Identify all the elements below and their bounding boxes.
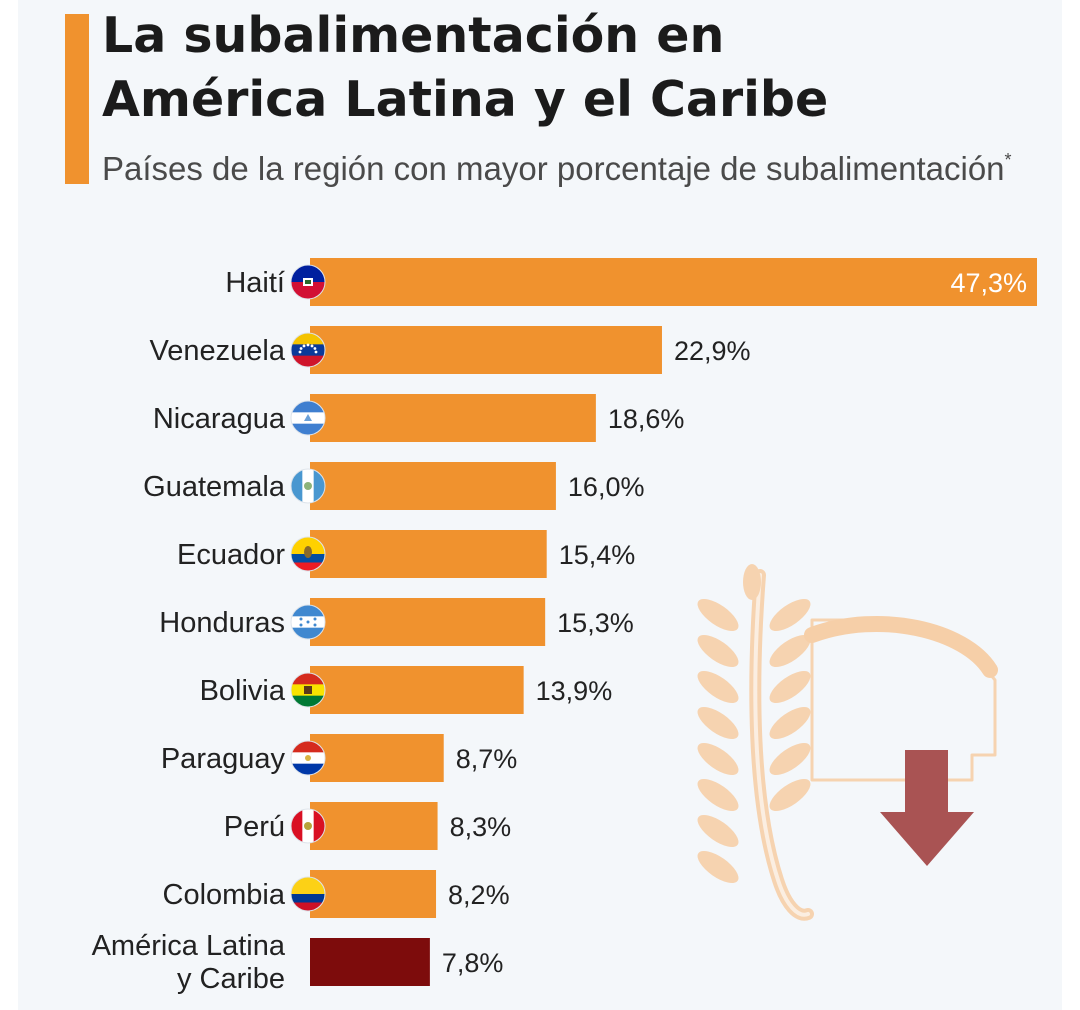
wheat-grain bbox=[769, 598, 811, 632]
value-label: 8,3% bbox=[450, 812, 512, 842]
category-label: Venezuela bbox=[150, 335, 286, 367]
bar bbox=[310, 462, 556, 510]
wheat-grain bbox=[697, 850, 739, 884]
wheat-grain bbox=[743, 564, 761, 600]
bar bbox=[310, 598, 546, 646]
flag-icon bbox=[290, 808, 326, 844]
bread-crust bbox=[804, 616, 998, 678]
category-label: Perú bbox=[224, 811, 285, 843]
chart-subtitle: Países de la región con mayor porcentaje… bbox=[102, 150, 1012, 188]
flag-icon bbox=[290, 468, 326, 504]
wheat-grain bbox=[769, 742, 811, 776]
bar-row: Nicaragua 18,6% bbox=[153, 394, 685, 442]
flag-icon bbox=[290, 264, 326, 300]
category-label: Colombia bbox=[163, 879, 286, 911]
bar bbox=[310, 530, 547, 578]
bar-row: Ecuador 15,4% bbox=[177, 530, 635, 578]
category-label: Ecuador bbox=[177, 539, 285, 571]
chart-title: La subalimentación en América Latina y e… bbox=[102, 4, 828, 132]
down-arrow-icon bbox=[880, 750, 974, 866]
wheat-grain bbox=[769, 778, 811, 812]
wheat-grain bbox=[697, 706, 739, 740]
bar bbox=[310, 258, 1037, 306]
value-label: 7,8% bbox=[442, 948, 504, 978]
category-label: Nicaragua bbox=[153, 403, 286, 435]
wheat-stem-highlight bbox=[753, 573, 810, 917]
flag-icon bbox=[290, 604, 326, 640]
flag-icon bbox=[290, 332, 326, 368]
value-label: 22,9% bbox=[674, 336, 751, 366]
chart-title-line-2: América Latina y el Caribe bbox=[102, 71, 829, 128]
category-label: Haití bbox=[225, 267, 285, 299]
flag-icon bbox=[290, 740, 326, 776]
wheat-grain bbox=[697, 670, 739, 704]
wheat-grain bbox=[769, 706, 811, 740]
bar-row: Bolivia 13,9% bbox=[200, 666, 613, 714]
chart-title-line-1: La subalimentación en bbox=[102, 7, 725, 64]
value-label: 15,4% bbox=[559, 540, 636, 570]
bar bbox=[310, 326, 662, 374]
flag-icon bbox=[290, 876, 326, 912]
wheat-down-arrow-icon bbox=[697, 564, 998, 921]
bar-row: América Latina y Caribe 7,8% bbox=[92, 930, 504, 995]
bar-row: Perú 8,3% bbox=[224, 802, 511, 850]
bar bbox=[310, 734, 444, 782]
footnote-mark: * bbox=[1004, 150, 1012, 170]
bar bbox=[310, 870, 437, 918]
category-label: Honduras bbox=[159, 607, 285, 639]
wheat-grain bbox=[769, 670, 811, 704]
value-label: 8,7% bbox=[456, 744, 518, 774]
value-label: 13,9% bbox=[536, 676, 613, 706]
category-label: Guatemala bbox=[143, 471, 286, 503]
flag-icon bbox=[290, 400, 326, 436]
title-accent-bar bbox=[65, 14, 89, 184]
bar bbox=[310, 802, 438, 850]
wheat-grain bbox=[697, 742, 739, 776]
bar-group: Haití 47,3% Venezuela 22,9% Nicaragua 18,6% Gu… bbox=[92, 258, 1037, 995]
value-label: 47,3% bbox=[950, 268, 1027, 298]
bar-regional-average bbox=[310, 938, 430, 986]
category-label: América Latina y Caribe bbox=[92, 930, 286, 995]
value-label: 15,3% bbox=[557, 608, 634, 638]
flag-icon bbox=[290, 536, 326, 572]
bar-row: Guatemala 16,0% bbox=[143, 462, 644, 510]
bar-row: Venezuela 22,9% bbox=[150, 326, 751, 374]
value-label: 16,0% bbox=[568, 472, 645, 502]
wheat-grain bbox=[697, 778, 739, 812]
wheat-grain bbox=[697, 814, 739, 848]
wheat-grain bbox=[697, 634, 739, 668]
wheat-grain bbox=[697, 598, 739, 632]
category-label: Bolivia bbox=[200, 675, 286, 707]
wheat-grain bbox=[769, 634, 811, 668]
bar-row: Haití 47,3% bbox=[225, 258, 1037, 306]
category-label: Paraguay bbox=[161, 743, 286, 775]
bar bbox=[310, 394, 596, 442]
bar-row: Paraguay 8,7% bbox=[161, 734, 517, 782]
bar-row: Colombia 8,2% bbox=[163, 870, 510, 918]
bar bbox=[310, 666, 524, 714]
value-label: 8,2% bbox=[448, 880, 510, 910]
chart-subtitle-text: Países de la región con mayor porcentaje… bbox=[102, 150, 1005, 187]
flag-icon bbox=[290, 672, 326, 708]
bar-row: Honduras 15,3% bbox=[159, 598, 634, 646]
value-label: 18,6% bbox=[608, 404, 685, 434]
